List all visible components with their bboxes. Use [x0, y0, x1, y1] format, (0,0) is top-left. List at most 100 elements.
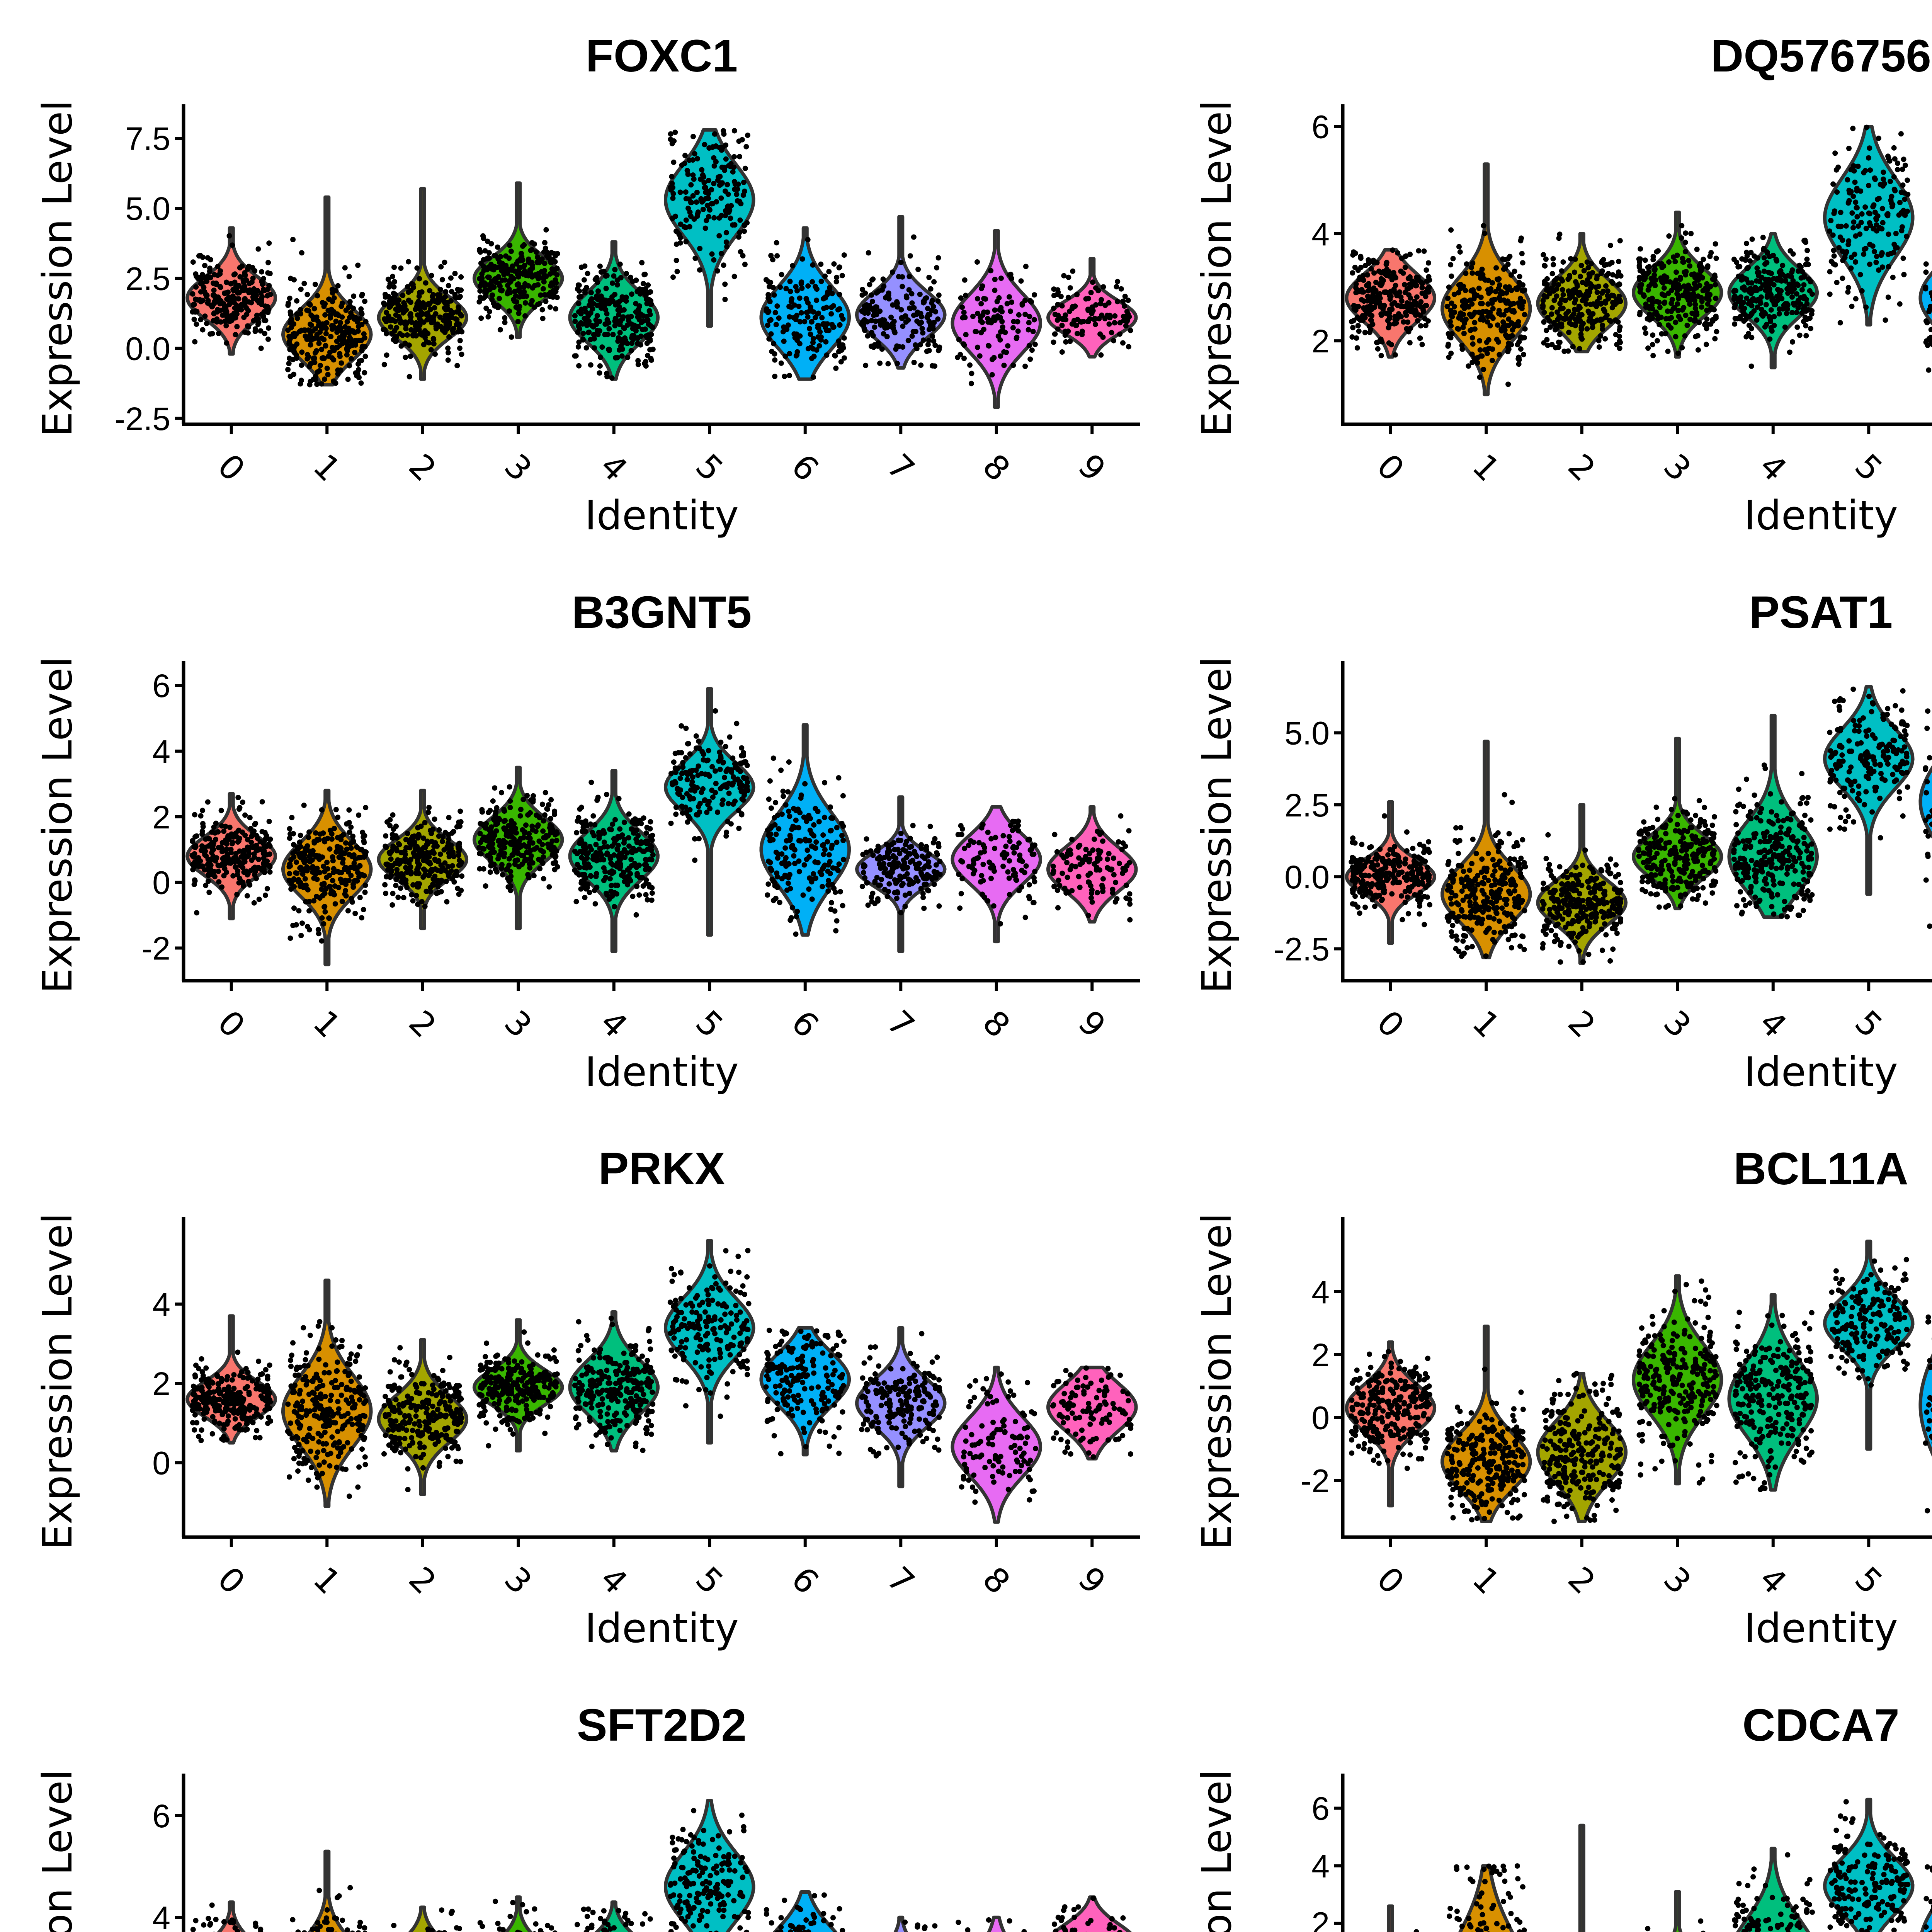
data-point: [1403, 265, 1408, 270]
data-point: [1731, 257, 1737, 262]
data-point: [1898, 131, 1904, 136]
data-point: [197, 297, 202, 303]
data-point: [1491, 297, 1497, 303]
data-point: [344, 893, 349, 899]
data-point: [1645, 265, 1651, 270]
data-point: [1418, 299, 1423, 304]
data-point: [810, 279, 815, 284]
data-point: [1355, 268, 1361, 273]
data-point: [1679, 345, 1685, 350]
data-point: [1560, 306, 1566, 311]
data-point: [296, 908, 301, 913]
data-point: [347, 363, 352, 369]
y-tick-label: 7.5: [125, 121, 170, 157]
data-point: [842, 252, 847, 258]
data-point: [975, 345, 980, 350]
data-point: [670, 274, 676, 280]
data-point: [1602, 263, 1607, 268]
data-point: [430, 292, 436, 298]
data-point: [392, 328, 398, 333]
data-point: [243, 272, 248, 278]
data-point: [718, 196, 724, 201]
data-point: [227, 825, 233, 830]
data-point: [1652, 268, 1657, 273]
data-point: [1008, 308, 1013, 314]
data-point: [1686, 282, 1691, 288]
data-point: [458, 888, 464, 893]
data-point: [1682, 333, 1688, 338]
data-point: [933, 309, 938, 315]
data-point: [1692, 281, 1697, 286]
data-point: [190, 838, 195, 844]
data-point: [1596, 338, 1602, 344]
data-point: [1790, 267, 1795, 273]
data-point: [1023, 264, 1029, 269]
data-point: [541, 274, 546, 280]
data-point: [1923, 318, 1929, 324]
data-point: [1367, 330, 1372, 335]
data-point: [1544, 328, 1549, 333]
data-point: [340, 899, 345, 904]
data-point: [1764, 280, 1769, 285]
data-point: [1891, 145, 1897, 151]
data-point: [1550, 271, 1555, 276]
data-point: [202, 845, 208, 850]
data-point: [328, 315, 333, 321]
data-point: [259, 345, 264, 351]
data-point: [797, 341, 803, 346]
data-point: [325, 372, 331, 377]
data-point: [711, 181, 716, 186]
data-point: [670, 191, 676, 196]
data-point: [1831, 248, 1837, 253]
data-point: [771, 341, 776, 346]
data-point: [637, 286, 642, 292]
data-point: [481, 295, 486, 301]
data-point: [1859, 220, 1864, 225]
data-point: [532, 283, 537, 288]
data-point: [1445, 344, 1451, 349]
data-point: [359, 915, 364, 920]
data-point: [454, 824, 460, 830]
data-point: [931, 279, 937, 284]
data-point: [1772, 302, 1777, 307]
data-point: [313, 854, 319, 860]
data-point: [417, 331, 423, 337]
data-point: [554, 266, 560, 271]
data-point: [212, 272, 217, 277]
data-point: [403, 865, 408, 870]
data-point: [245, 837, 250, 842]
data-point: [307, 328, 312, 333]
data-point: [1683, 230, 1688, 236]
data-point: [294, 298, 299, 304]
data-point: [1771, 282, 1777, 287]
data-point: [1834, 280, 1840, 285]
data-point: [542, 261, 548, 266]
data-point: [267, 851, 272, 857]
data-point: [440, 839, 445, 844]
violin-cluster-9: [1048, 259, 1136, 358]
data-point: [406, 259, 411, 265]
data-point: [1862, 204, 1868, 210]
data-point: [1472, 320, 1477, 325]
data-point: [426, 340, 432, 345]
data-point: [1607, 261, 1612, 267]
data-point: [1026, 327, 1031, 333]
data-point: [611, 332, 616, 337]
data-point: [800, 256, 805, 262]
data-point: [1765, 250, 1770, 256]
data-point: [1126, 311, 1131, 317]
data-point: [298, 833, 303, 838]
data-point: [1469, 352, 1475, 357]
data-point: [421, 320, 427, 325]
data-point: [522, 313, 528, 319]
data-point: [347, 299, 353, 304]
x-tick-label: 8: [975, 447, 1017, 489]
data-point: [736, 235, 742, 240]
data-point: [203, 837, 208, 842]
data-point: [702, 142, 707, 147]
data-point: [345, 908, 351, 913]
data-point: [1704, 316, 1710, 322]
data-point: [321, 921, 326, 927]
data-point: [324, 860, 330, 865]
data-point: [1481, 223, 1486, 228]
